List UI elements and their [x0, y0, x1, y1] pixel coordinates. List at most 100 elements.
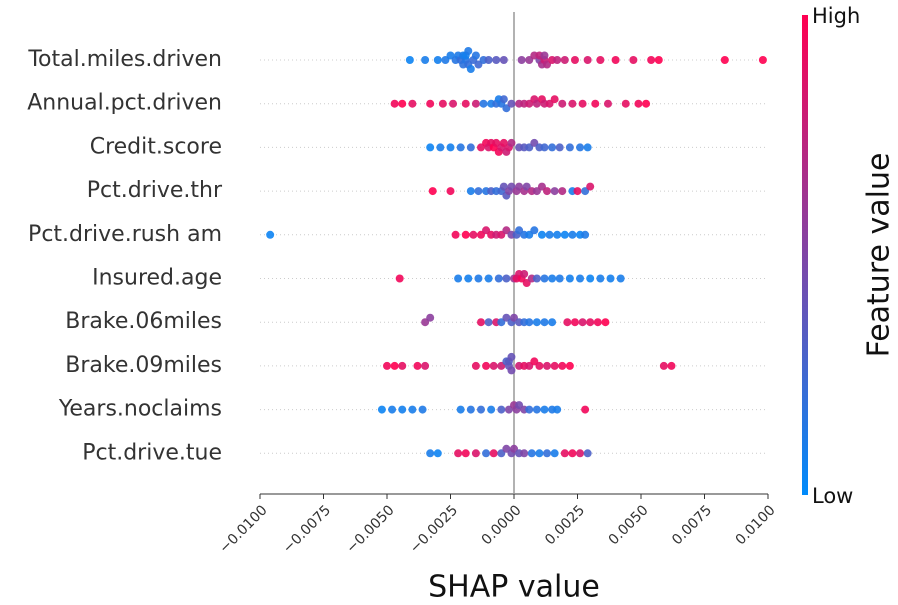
shap-point	[395, 274, 404, 283]
shap-point	[560, 449, 569, 458]
shap-point	[390, 99, 399, 108]
shap-point	[537, 230, 546, 239]
shap-point	[555, 143, 564, 152]
shap-point	[565, 361, 574, 370]
shap-point	[558, 187, 567, 196]
shap-point	[593, 318, 602, 327]
shap-point	[550, 361, 559, 370]
shap-point	[461, 99, 470, 108]
shap-point	[573, 187, 582, 196]
shap-point	[606, 274, 615, 283]
shap-point	[517, 56, 526, 64]
shap-point	[659, 361, 668, 370]
shap-point	[466, 143, 475, 152]
shap-point	[586, 274, 595, 283]
shap-point	[461, 230, 470, 239]
shap-point	[433, 449, 442, 458]
shap-point	[398, 361, 407, 370]
shap-point	[520, 270, 529, 278]
shap-point	[548, 318, 557, 327]
shap-point	[601, 318, 610, 327]
shap-point	[471, 361, 480, 370]
shap-point	[446, 143, 455, 152]
shap-point	[565, 274, 574, 283]
shap-point	[548, 274, 557, 283]
shap-point	[438, 99, 447, 108]
shap-point	[578, 99, 587, 108]
shap-point	[476, 405, 485, 414]
shap-point	[527, 449, 536, 458]
shap-point	[489, 361, 498, 370]
shap-point	[553, 230, 562, 239]
shap-point	[581, 230, 590, 239]
shap-point	[591, 99, 600, 108]
shap-point	[494, 274, 503, 283]
shap-point	[464, 47, 473, 55]
shap-point	[548, 143, 557, 152]
shap-point	[507, 366, 516, 375]
shap-point	[583, 143, 592, 152]
shap-point	[550, 449, 559, 458]
shap-point	[449, 99, 458, 108]
shap-point	[535, 449, 544, 458]
y-tick-label: Pct.drive.rush am	[28, 222, 222, 247]
shap-point	[586, 318, 595, 327]
shap-point	[596, 274, 605, 283]
shap-point	[520, 449, 529, 458]
x-tick-label: 0.0050	[606, 502, 652, 548]
shap-point	[530, 226, 539, 235]
shap-point	[507, 99, 516, 108]
shap-point	[532, 274, 541, 283]
shap-point	[499, 56, 508, 64]
shap-point	[555, 274, 564, 283]
shap-point	[418, 405, 427, 414]
shap-point	[266, 230, 275, 239]
shap-point	[421, 361, 430, 370]
colorbar	[802, 15, 808, 495]
shap-point	[408, 99, 417, 108]
shap-point	[570, 56, 579, 64]
shap-point	[543, 187, 552, 196]
shap-point	[603, 99, 612, 108]
x-tick-label: 0.0025	[542, 502, 588, 548]
shap-point	[540, 143, 549, 152]
shap-point	[469, 230, 478, 239]
shap-point	[492, 56, 501, 64]
y-tick-label: Total.miles.driven	[27, 47, 222, 72]
shap-point	[507, 138, 516, 147]
shap-point	[482, 449, 491, 458]
shap-point	[560, 56, 569, 64]
shap-point	[426, 449, 435, 458]
shap-point	[398, 405, 407, 414]
shap-point	[487, 405, 496, 414]
x-tick-label: −0.0100	[216, 502, 270, 556]
x-tick-label: −0.0050	[343, 502, 397, 556]
shap-point	[535, 361, 544, 370]
shap-point	[398, 99, 407, 108]
shap-point	[570, 318, 579, 327]
y-tick-label: Brake.09miles	[65, 353, 222, 378]
shap-point	[499, 95, 508, 104]
shap-point	[421, 56, 430, 64]
x-tick-label: −0.0025	[407, 502, 461, 556]
shap-point	[532, 405, 541, 414]
y-tick-label: Years.noclaims	[58, 397, 222, 422]
y-tick-label: Pct.drive.tue	[82, 440, 222, 465]
shap-point	[390, 361, 399, 370]
shap-point	[558, 99, 567, 108]
shap-point	[647, 56, 656, 64]
shap-point	[405, 56, 414, 64]
shap-point	[436, 143, 445, 152]
colorbar-high-label: High	[812, 4, 860, 28]
shap-point	[543, 449, 552, 458]
shap-point	[532, 318, 541, 327]
shap-point	[471, 99, 480, 108]
shap-point	[426, 143, 435, 152]
shap-point	[466, 65, 475, 73]
shap-point	[426, 313, 435, 322]
shap-point	[540, 274, 549, 283]
shap-point	[540, 318, 549, 327]
shap-point	[479, 99, 488, 108]
